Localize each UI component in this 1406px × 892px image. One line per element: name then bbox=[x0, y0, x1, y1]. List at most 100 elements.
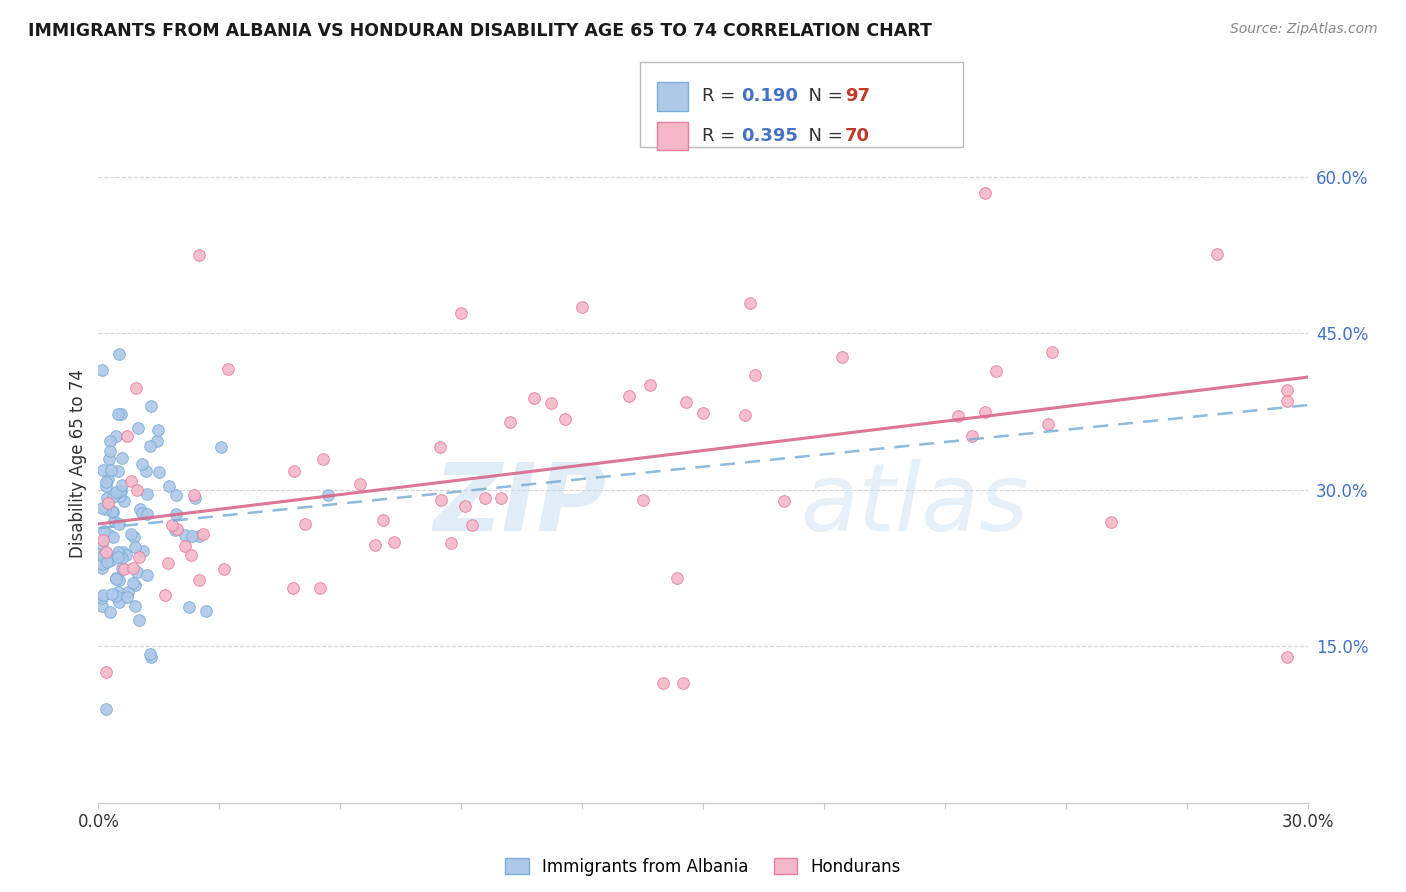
Point bbox=[165, 508, 187, 522]
Text: N =: N = bbox=[797, 128, 849, 145]
Point bbox=[312, 452, 335, 467]
Point bbox=[128, 550, 150, 565]
Point bbox=[108, 516, 131, 531]
Point bbox=[104, 429, 127, 443]
Point bbox=[91, 537, 114, 551]
Point bbox=[107, 347, 129, 361]
Point bbox=[1277, 649, 1299, 664]
Point bbox=[96, 555, 118, 569]
Point bbox=[98, 444, 121, 458]
Point bbox=[631, 493, 654, 508]
Point bbox=[146, 423, 169, 437]
Point bbox=[100, 553, 122, 567]
Point bbox=[450, 305, 472, 319]
Point bbox=[672, 676, 695, 690]
Point bbox=[107, 584, 129, 599]
Point bbox=[93, 533, 115, 547]
Point bbox=[91, 591, 114, 606]
Point bbox=[117, 590, 139, 604]
Point bbox=[946, 409, 969, 424]
Point bbox=[651, 676, 673, 690]
Point bbox=[105, 572, 128, 586]
Point bbox=[108, 483, 131, 498]
Point bbox=[105, 549, 128, 563]
Text: atlas: atlas bbox=[800, 459, 1028, 550]
Point bbox=[97, 496, 120, 510]
Point bbox=[120, 474, 142, 488]
Point bbox=[960, 429, 983, 443]
Point bbox=[132, 544, 155, 558]
Text: 0.190: 0.190 bbox=[741, 87, 797, 105]
Point bbox=[91, 558, 114, 572]
Point bbox=[540, 396, 562, 410]
Point bbox=[112, 494, 135, 508]
Point bbox=[283, 464, 305, 478]
Point bbox=[148, 465, 170, 479]
Point bbox=[430, 492, 453, 507]
Point bbox=[91, 363, 114, 377]
Point bbox=[173, 528, 195, 542]
Point bbox=[111, 561, 134, 575]
Point bbox=[157, 556, 180, 570]
Point bbox=[101, 587, 124, 601]
Point bbox=[191, 527, 214, 541]
Point bbox=[127, 421, 149, 435]
Point bbox=[93, 524, 115, 538]
Point bbox=[1099, 515, 1122, 529]
Point bbox=[124, 599, 146, 613]
Point bbox=[181, 529, 204, 543]
Point bbox=[180, 549, 202, 563]
Legend: Immigrants from Albania, Hondurans: Immigrants from Albania, Hondurans bbox=[499, 851, 907, 882]
Point bbox=[111, 451, 134, 466]
Point bbox=[363, 538, 385, 552]
Point bbox=[97, 473, 120, 487]
Point bbox=[349, 476, 371, 491]
Point bbox=[554, 412, 576, 426]
Point bbox=[162, 517, 184, 532]
Point bbox=[125, 381, 148, 395]
Point bbox=[617, 389, 640, 403]
Point bbox=[91, 599, 114, 613]
Point bbox=[101, 504, 124, 518]
Point bbox=[122, 576, 145, 591]
Point bbox=[103, 490, 125, 504]
Point bbox=[100, 463, 122, 477]
Point bbox=[105, 571, 128, 585]
Point bbox=[439, 536, 461, 550]
Text: R =: R = bbox=[702, 87, 741, 105]
Point bbox=[523, 391, 546, 405]
Point bbox=[177, 599, 200, 614]
Point bbox=[94, 665, 117, 679]
Point bbox=[692, 406, 714, 420]
Point bbox=[110, 407, 132, 421]
Point bbox=[94, 475, 117, 489]
Point bbox=[1036, 417, 1059, 431]
Point bbox=[1277, 394, 1299, 409]
Point bbox=[91, 561, 114, 575]
Point bbox=[101, 505, 124, 519]
Text: IMMIGRANTS FROM ALBANIA VS HONDURAN DISABILITY AGE 65 TO 74 CORRELATION CHART: IMMIGRANTS FROM ALBANIA VS HONDURAN DISA… bbox=[28, 22, 932, 40]
Point bbox=[974, 405, 997, 419]
Point bbox=[429, 440, 451, 454]
Point bbox=[382, 535, 405, 549]
Point bbox=[665, 570, 688, 584]
Point bbox=[111, 551, 134, 566]
Point bbox=[115, 429, 138, 443]
Point bbox=[131, 457, 153, 471]
Point bbox=[734, 408, 756, 422]
Point bbox=[157, 478, 180, 492]
Point bbox=[499, 415, 522, 429]
Point bbox=[124, 540, 146, 554]
Point bbox=[104, 589, 127, 603]
Point bbox=[98, 451, 121, 466]
Point bbox=[127, 483, 149, 498]
Point bbox=[212, 562, 235, 576]
Point bbox=[125, 565, 148, 579]
Point bbox=[281, 581, 304, 595]
Point bbox=[184, 491, 207, 505]
Point bbox=[1040, 344, 1063, 359]
Point bbox=[187, 529, 209, 543]
Point bbox=[107, 545, 129, 559]
Point bbox=[163, 523, 186, 537]
Point bbox=[117, 585, 139, 599]
